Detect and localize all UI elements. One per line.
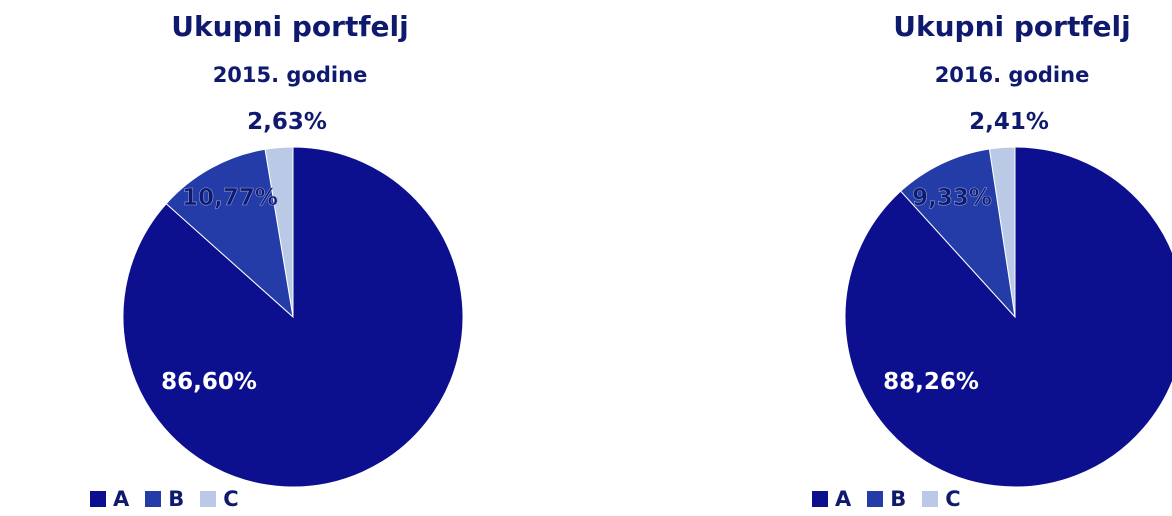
legend-item-c: C <box>200 487 239 511</box>
legend-label-a: A <box>113 487 130 511</box>
legend-swatch-b <box>867 491 884 507</box>
slice-b <box>899 148 1016 319</box>
data-label-b: 9,33% <box>912 185 992 211</box>
slice-b <box>165 148 294 319</box>
legend-item-b: B <box>867 487 906 511</box>
pie-chart-2015: Ukupni portfelj 2015. godine 86,60% 10,77… <box>90 0 490 516</box>
data-label-c: 2,63% <box>247 109 327 135</box>
pie-plot: 86,60% 10,77% 2,63% <box>122 109 464 488</box>
legend-label-b: B <box>168 487 185 511</box>
chart-title: Ukupni portfelj <box>893 10 1131 43</box>
slice-a <box>844 146 1172 488</box>
legend-label-a: A <box>835 487 852 511</box>
legend-label-b: B <box>890 487 907 511</box>
data-label-c: 2,41% <box>969 109 1049 135</box>
pie-chart-2016: Ukupni portfelj 2016. godine 88,26% 9,33%… <box>812 0 1172 516</box>
data-label-b: 10,77% <box>182 185 278 211</box>
data-label-a: 88,26% <box>883 369 979 395</box>
legend-swatch-c <box>922 491 939 507</box>
chart-legend: A B C <box>812 486 977 512</box>
legend-swatch-a <box>812 491 828 507</box>
chart-subtitle: 2016. godine <box>934 63 1090 87</box>
legend-swatch-a <box>90 491 106 507</box>
legend-label-c: C <box>223 487 239 511</box>
legend-item-c: C <box>922 487 961 511</box>
chart-legend: A B C <box>90 486 255 512</box>
legend-swatch-b <box>145 491 162 507</box>
slice-a <box>122 146 464 488</box>
legend-swatch-c <box>200 491 217 507</box>
legend-item-b: B <box>145 487 184 511</box>
legend-label-c: C <box>945 487 961 511</box>
chart-title: Ukupni portfelj <box>171 10 409 43</box>
data-label-a: 86,60% <box>161 369 257 395</box>
legend-item-a: A <box>90 487 129 511</box>
chart-subtitle: 2015. godine <box>212 63 368 87</box>
pie-plot: 88,26% 9,33% 2,41% <box>844 109 1172 488</box>
legend-item-a: A <box>812 487 851 511</box>
